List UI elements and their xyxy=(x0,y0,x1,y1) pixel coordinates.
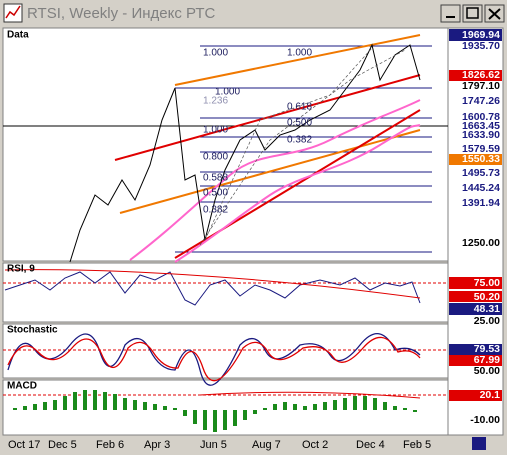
tag-bg xyxy=(449,344,502,355)
price-tag: 1826.62 xyxy=(462,69,500,81)
title-bar xyxy=(0,0,507,26)
stoch-k xyxy=(7,333,421,386)
fib-label: 1.000 xyxy=(203,48,228,59)
price-tag: -10.00 xyxy=(470,414,500,426)
fib-label: 1.000 xyxy=(203,125,228,136)
fib-label: 0.800 xyxy=(203,152,228,163)
fan-lines xyxy=(199,47,406,246)
price-tag: 1747.26 xyxy=(462,95,500,107)
fib-label: 1.000 xyxy=(287,48,312,59)
stochastic-panel xyxy=(2,323,449,379)
macd-histogram xyxy=(13,390,417,432)
tag-bg xyxy=(449,277,502,289)
stoch-d xyxy=(7,336,421,382)
x-label: Feb 5 xyxy=(403,439,431,451)
price-tag: 1495.73 xyxy=(462,167,500,179)
macd-drawing xyxy=(3,390,448,432)
right-axis xyxy=(447,27,504,436)
main-price-tags: 1969.94 1935.70 1826.62 1797.10 1747.26 … xyxy=(449,29,502,249)
fib-label: 0.382 xyxy=(203,205,228,216)
tag-bg xyxy=(449,355,502,366)
minimize-button[interactable] xyxy=(440,4,461,23)
price-tag: 1797.10 xyxy=(462,80,500,92)
window-title: RTSI, Weekly - Индекс РТС xyxy=(27,5,216,22)
tag-bg xyxy=(449,303,502,315)
price-tag: 1445.24 xyxy=(462,182,500,194)
x-label: Jun 5 xyxy=(200,439,227,451)
fib-label: 0.500 xyxy=(203,188,228,199)
fib-labels: 1.000 1.000 1.000 1.236 0.618 0.500 0.38… xyxy=(203,48,312,216)
tag-bg xyxy=(449,390,502,401)
app-icon-glyph xyxy=(5,5,21,19)
price-tag: 1579.59 xyxy=(462,143,500,155)
x-label: Oct 17 xyxy=(8,439,40,451)
price-tag: 1663.45 xyxy=(462,120,500,132)
rsi-trend xyxy=(4,269,421,299)
price-tag: 50.00 xyxy=(474,365,500,377)
x-label: Dec 5 xyxy=(48,439,77,451)
tag-bg xyxy=(449,70,502,81)
tag-bg xyxy=(449,154,502,165)
x-label: Aug 7 xyxy=(252,439,281,451)
tag-bg xyxy=(449,29,502,41)
x-label: Apr 3 xyxy=(144,439,170,451)
price-tag: 48.31 xyxy=(474,303,500,315)
fib-label: 0.382 xyxy=(287,135,312,146)
tag-bg xyxy=(449,291,502,302)
main-drawing xyxy=(3,34,448,263)
panel-label: Data xyxy=(7,30,29,41)
macd-signal xyxy=(199,391,421,399)
x-label: Dec 4 xyxy=(356,439,385,451)
moving-average-2 xyxy=(174,124,421,263)
rsi-drawing xyxy=(3,269,448,306)
x-label: Feb 6 xyxy=(96,439,124,451)
price-tag: 79.53 xyxy=(474,343,500,355)
price-tag: 20.1 xyxy=(480,389,501,401)
maximize-glyph xyxy=(466,7,479,19)
price-tag: 1550.33 xyxy=(462,153,500,165)
price-tag: 50.20 xyxy=(474,291,500,303)
rsi-line xyxy=(4,271,421,306)
price-tag: 1391.94 xyxy=(462,197,500,209)
fib-label: 0.618 xyxy=(287,102,312,113)
window-buttons[interactable] xyxy=(440,4,505,23)
panel-label: MACD xyxy=(7,381,37,392)
price-tag: 1935.70 xyxy=(462,40,500,52)
orange-channel xyxy=(119,34,421,214)
price-tag: 1969.94 xyxy=(462,29,500,41)
price-tag: 1250.00 xyxy=(462,237,500,249)
fib-label: 0.500 xyxy=(287,118,312,129)
main-panel xyxy=(2,27,449,262)
fib-label: 1.236 xyxy=(203,96,228,107)
price-tag: 67.99 xyxy=(474,354,500,366)
panel-label: RSI, 9 xyxy=(7,264,35,275)
x-axis: Oct 17 Dec 5 Feb 6 Apr 3 Jun 5 Aug 7 Oct… xyxy=(8,439,431,451)
price-tag: 1633.90 xyxy=(462,129,500,141)
fib-label: 1.000 xyxy=(215,87,240,98)
stochastic-drawing xyxy=(3,333,448,386)
moving-average-1 xyxy=(129,99,421,261)
close-glyph xyxy=(488,8,501,20)
price-line xyxy=(69,43,421,263)
price-tag: 25.00 xyxy=(474,315,500,327)
fib-label: 0.588 xyxy=(203,173,228,184)
x-label: Oct 2 xyxy=(302,439,328,451)
scroll-button[interactable] xyxy=(472,437,486,450)
panel-label: Stochastic xyxy=(7,325,58,336)
price-tag: 1600.78 xyxy=(462,111,500,123)
price-tag: 75.00 xyxy=(474,277,500,289)
